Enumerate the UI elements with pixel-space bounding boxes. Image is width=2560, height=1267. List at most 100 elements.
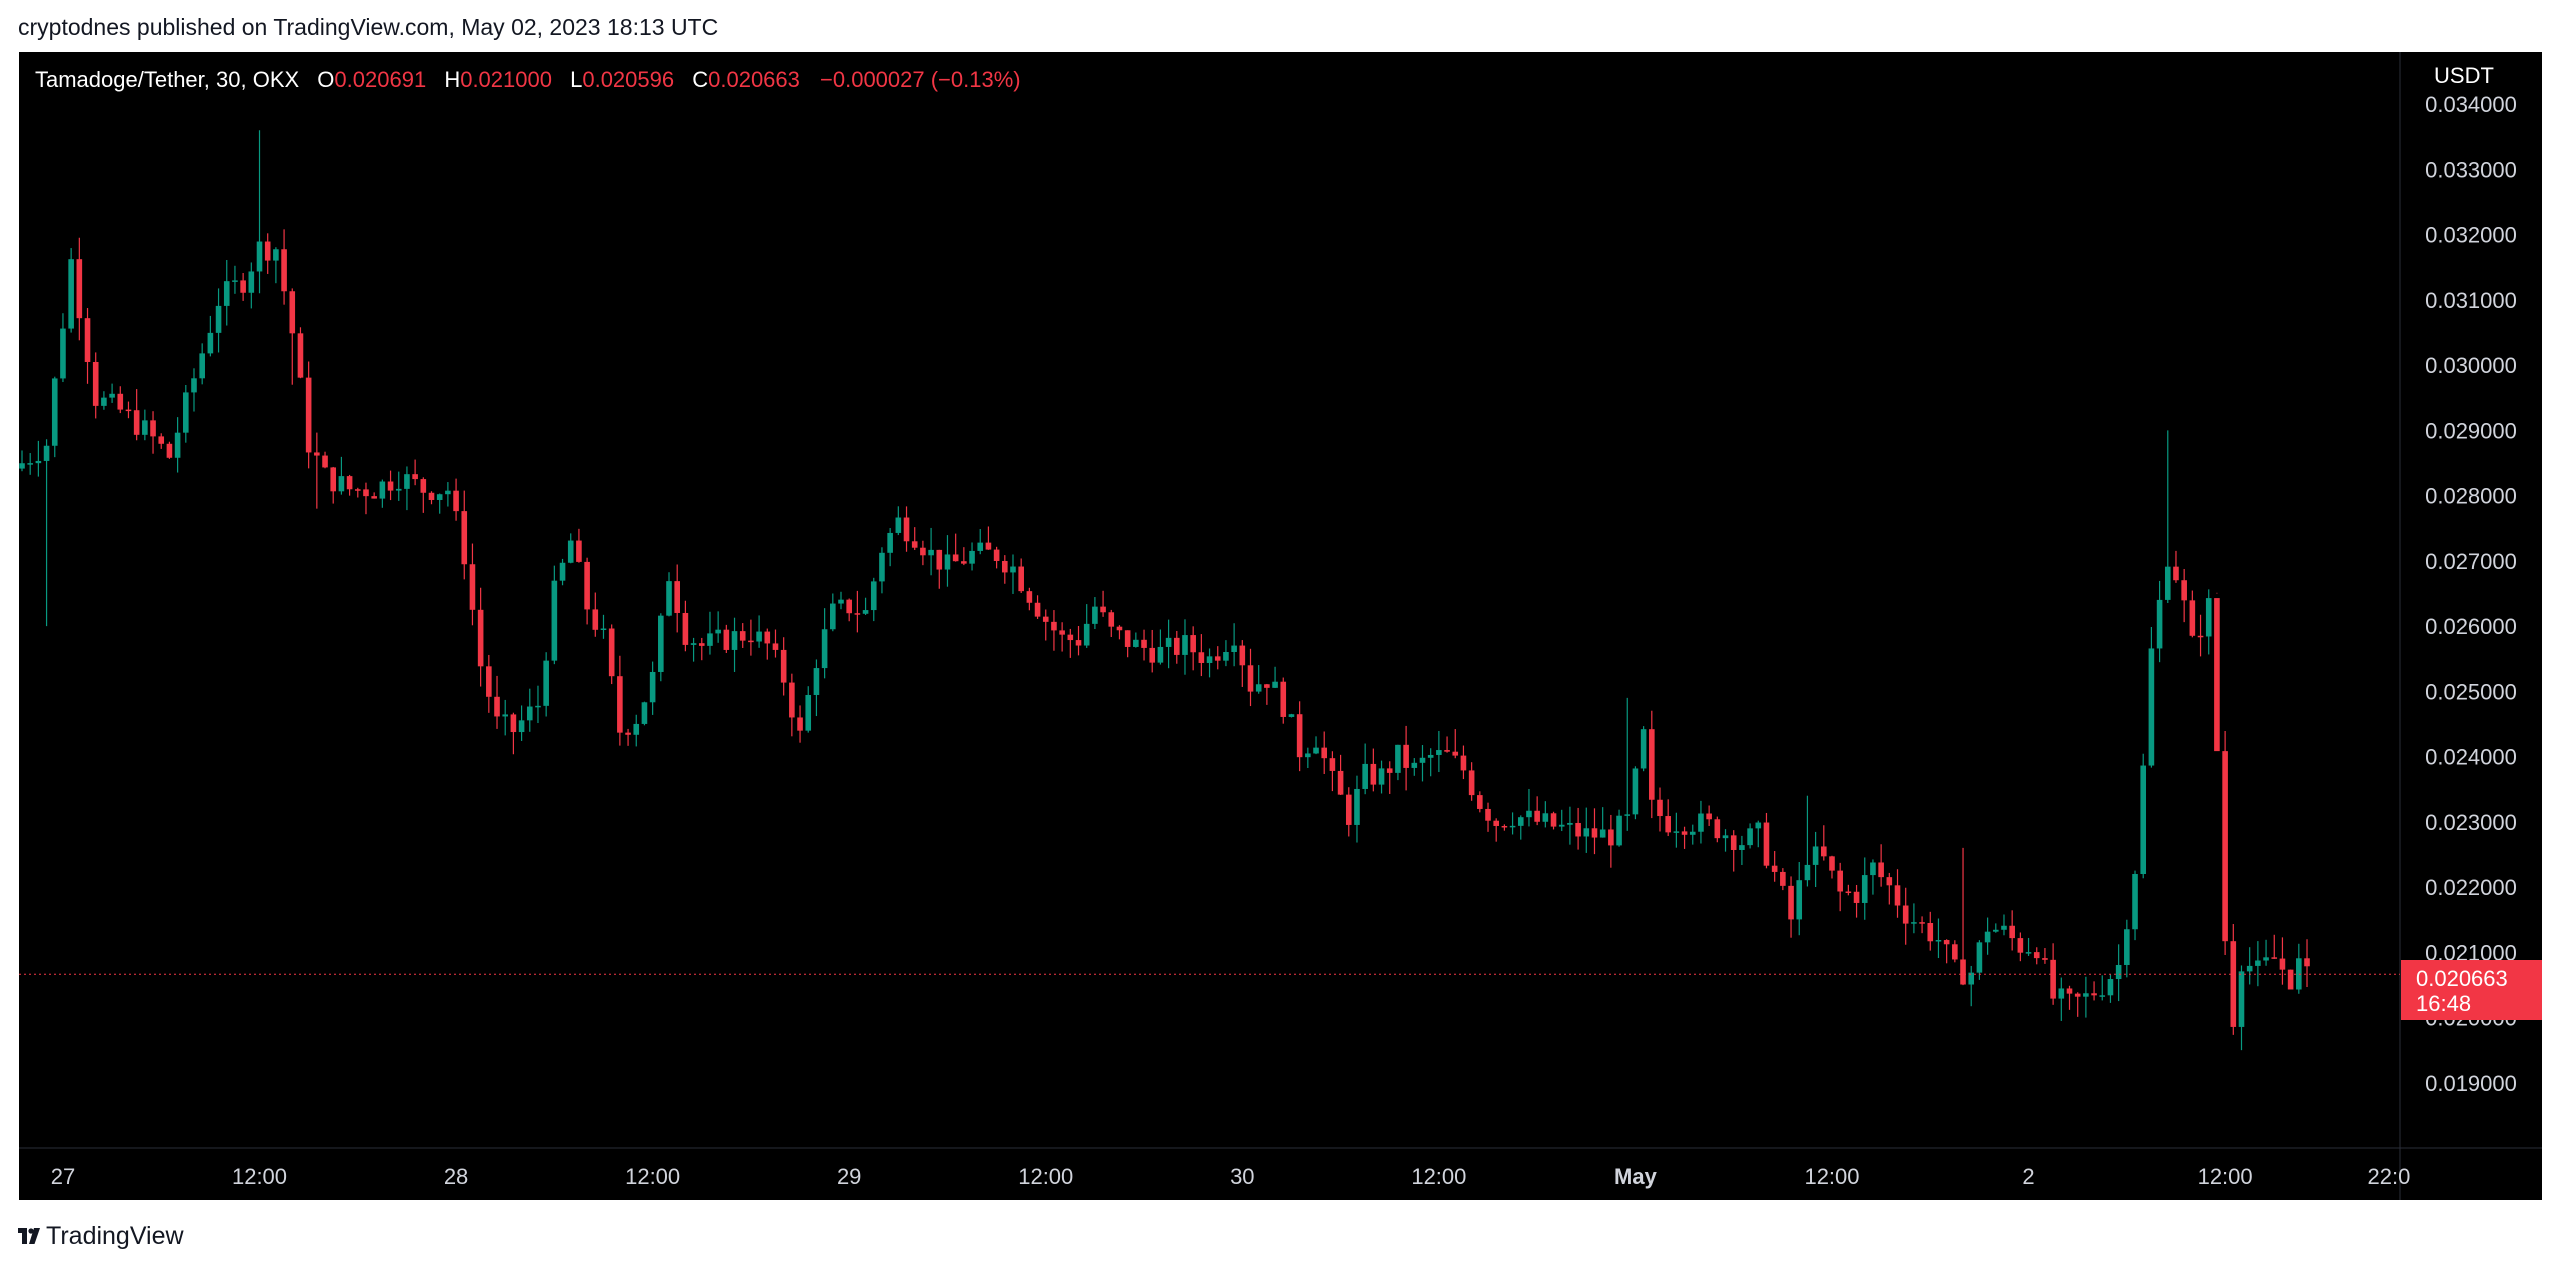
candle-body <box>682 612 689 645</box>
price-axis-label: 0.026000 <box>2425 614 2517 639</box>
candle-body <box>101 397 107 406</box>
candle-body <box>2296 958 2302 990</box>
candle-body <box>1960 959 1966 985</box>
candle-body <box>1255 684 1262 692</box>
chart-pane[interactable]: 0.0190000.0200000.0210000.0220000.023000… <box>19 52 2542 1200</box>
candle-body <box>977 542 984 551</box>
time-axis-label: 12:00 <box>1411 1164 1466 1189</box>
candle-body <box>371 496 377 499</box>
candle-body <box>477 609 484 667</box>
candle-body <box>2214 598 2220 752</box>
candle-body <box>1182 635 1188 655</box>
candle-body <box>1026 591 1033 603</box>
candle-body <box>1305 753 1311 758</box>
price-axis-label: 0.025000 <box>2425 679 2517 704</box>
candle-body <box>1477 795 1483 809</box>
price-axis-label: 0.023000 <box>2425 810 2517 835</box>
candle-body <box>420 479 427 493</box>
candle-body <box>1378 768 1385 785</box>
candle-body <box>1763 822 1770 866</box>
candle-body <box>1861 875 1868 903</box>
candle-body <box>1649 729 1655 800</box>
candle-body <box>1665 816 1671 833</box>
time-axis-label: 30 <box>1230 1164 1254 1189</box>
time-axis-label: 29 <box>837 1164 861 1189</box>
candle-body <box>1706 813 1712 820</box>
candle-body <box>330 467 337 492</box>
candle-body <box>1214 656 1221 661</box>
candle-body <box>2009 925 2015 939</box>
candle-body <box>1198 652 1205 663</box>
candle-body <box>1550 813 1557 827</box>
candle-body <box>2050 959 2056 999</box>
candle-body <box>707 633 713 646</box>
candle-body <box>2164 566 2171 600</box>
candle-body <box>2279 958 2286 970</box>
candle-body <box>1681 831 1688 835</box>
candle-body <box>1042 616 1049 622</box>
candle-body <box>1796 880 1803 920</box>
candle-body <box>1935 940 1942 942</box>
candle-body <box>993 549 1000 561</box>
candle-body <box>314 452 320 456</box>
candle-body <box>698 643 705 646</box>
candle-body <box>215 305 222 333</box>
candle-body <box>830 603 836 630</box>
candle-body <box>969 550 975 564</box>
candle-body <box>2271 957 2278 959</box>
candle-body <box>715 629 721 634</box>
candle-body <box>1829 856 1835 871</box>
candle-body <box>1739 845 1745 850</box>
candle-body <box>838 599 844 604</box>
price-axis-label: 0.032000 <box>2425 223 2517 248</box>
candle-body <box>2205 598 2212 637</box>
candle-body <box>1264 684 1270 688</box>
candle-body <box>952 554 959 562</box>
candle-body <box>412 474 418 480</box>
candle-body <box>494 696 500 717</box>
candle-body <box>2124 929 2130 965</box>
candle-body <box>1968 972 1975 985</box>
candle-body <box>1485 808 1491 821</box>
candle-body <box>461 511 468 565</box>
candle-body <box>2033 952 2040 959</box>
candle-body <box>1821 846 1827 857</box>
candle-body <box>2156 599 2163 649</box>
candle-body <box>567 540 574 563</box>
candle-body <box>1051 621 1057 631</box>
candle-body <box>592 609 599 630</box>
candlestick-chart[interactable]: 0.0190000.0200000.0210000.0220000.023000… <box>19 52 2542 1200</box>
candle-body <box>1780 871 1786 886</box>
footer-brand[interactable]: TradingView <box>46 1221 184 1250</box>
open-value: 0.020691 <box>334 67 427 92</box>
candle-body <box>1460 755 1467 771</box>
candle-body <box>379 481 386 499</box>
candle-body <box>1575 822 1581 837</box>
candle-body <box>2148 648 2155 766</box>
candle-body <box>207 332 214 354</box>
price-axis-label: 0.029000 <box>2425 418 2517 443</box>
candle-body <box>1354 788 1360 825</box>
candle-body <box>2001 925 2007 930</box>
time-axis-label: 2 <box>2022 1164 2034 1189</box>
candle-body <box>1755 822 1762 829</box>
tradingview-logo-icon[interactable] <box>18 1228 40 1244</box>
candle-body <box>1509 825 1516 828</box>
candle-body <box>1067 634 1074 641</box>
candle-body <box>862 610 869 614</box>
price-axis-unit[interactable]: USDT <box>2434 63 2494 88</box>
candle-body <box>1002 560 1008 573</box>
candle-body <box>510 714 517 733</box>
candle-body <box>1689 831 1696 835</box>
low-label: L <box>570 67 583 92</box>
candle-body <box>1034 602 1041 617</box>
symbol-name[interactable]: Tamadoge/Tether, 30, OKX <box>35 67 300 92</box>
candle-body <box>1133 639 1139 647</box>
candle-body <box>1313 747 1319 754</box>
candle-body <box>821 629 828 669</box>
candle-body <box>240 280 246 293</box>
candle-body <box>1992 929 1999 932</box>
candle-body <box>1370 763 1377 785</box>
candle-body <box>1165 637 1172 647</box>
candle-body <box>1919 922 1925 924</box>
